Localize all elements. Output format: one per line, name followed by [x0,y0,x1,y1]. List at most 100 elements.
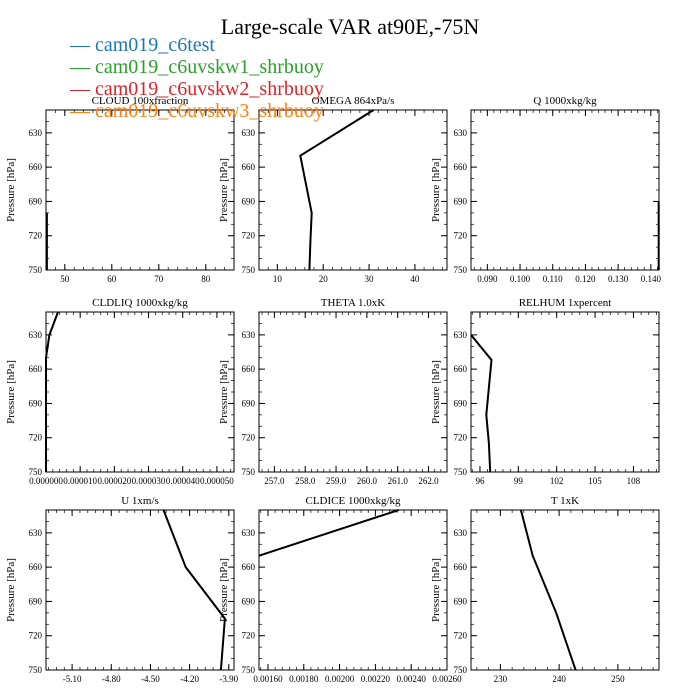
y-axis-label: Pressure [hPa] [5,158,17,222]
y-tick-label: 750 [242,665,256,675]
x-tick-label: 10 [273,274,283,284]
x-tick-label: 0.000000 [29,476,63,486]
y-tick-label: 750 [29,665,43,675]
y-axis-label: Pressure [hPa] [5,558,17,622]
y-tick-label: 660 [454,162,468,172]
y-tick-label: 660 [242,162,256,172]
x-tick-label: 258.0 [295,476,316,486]
x-tick-label: -3.90 [219,674,238,684]
x-tick-label: -4.50 [141,674,160,684]
panel-title: THETA 1.0xK [321,297,386,309]
x-tick-label: -4.80 [102,674,121,684]
y-axis-label: Pressure [hPa] [5,360,17,424]
y-axis-label: Pressure [hPa] [218,158,230,222]
y-tick-label: 690 [454,596,468,606]
y-tick-label: 720 [29,433,43,443]
y-tick-label: 750 [454,665,468,675]
y-tick-label: 660 [242,364,256,374]
legend: — cam019_c6test — cam019_c6uvskw1_shrbuo… [70,34,324,122]
panel-title: Q 1000xkg/kg [533,95,597,107]
plot-frame [45,109,235,271]
chart-panel: CLDLIQ 1000xkg/kg Pressure [hPa] 630 660 690… [5,297,235,486]
y-tick-label: 750 [242,467,256,477]
y-tick-label: 720 [242,231,256,241]
panel-title: CLDICE 1000xkg/kg [305,495,401,507]
plot-frame [45,311,235,473]
x-tick-label: 0.000020 [97,476,131,486]
legend-line-icon: — [70,78,95,100]
y-tick-label: 660 [454,364,468,374]
x-tick-label: 80 [201,274,211,284]
y-tick-label: 630 [454,330,468,340]
legend-label: cam019_c6test [95,34,215,56]
panel-title: CLOUD 100xfraction [92,95,189,107]
plot-frame [258,509,448,671]
legend-line-icon: — [70,34,95,56]
y-tick-label: 630 [454,128,468,138]
x-tick-label: 96 [475,476,485,486]
x-tick-label: 257.0 [264,476,285,486]
chart-panel: OMEGA 864xPa/s Pressure [hPa] 630 660 690 720… [218,95,448,284]
x-tick-label: 0.130 [608,274,629,284]
y-tick-label: 660 [454,562,468,572]
legend-item: — cam019_c6uvskw2_shrbuoy [70,78,324,100]
panel-title: RELHUM 1xpercent [519,297,612,309]
x-tick-label: 0.000030 [132,476,166,486]
x-tick-label: 0.00260 [432,674,462,684]
x-tick-label: 0.00200 [325,674,355,684]
y-tick-label: 690 [29,596,43,606]
panel-title: T 1xK [551,495,579,507]
y-tick-label: 690 [242,596,256,606]
panel-title: OMEGA 864xPa/s [312,95,395,107]
x-tick-label: 102 [550,476,564,486]
plot-frame [45,509,235,671]
y-tick-label: 630 [29,128,43,138]
series-line [470,334,493,473]
plot-frame [470,109,660,271]
chart-panel: THETA 1.0xK Pressure [hPa] 630 660 690 720 750… [218,297,448,486]
series-line [299,109,375,271]
y-tick-label: 690 [242,398,256,408]
y-tick-label: 660 [29,562,43,572]
y-tick-label: 690 [242,196,256,206]
legend-item: — cam019_c6uvskw3_shrbuoy [70,100,324,122]
x-tick-label: 0.120 [575,274,596,284]
x-tick-label: 260.0 [357,476,378,486]
y-tick-label: 750 [454,265,468,275]
legend-line-icon: — [70,100,95,122]
legend-label: cam019_c6uvskw1_shrbuoy [95,56,324,78]
y-tick-label: 660 [29,364,43,374]
x-tick-label: 30 [365,274,375,284]
x-tick-label: 70 [154,274,164,284]
x-tick-label: 0.00180 [289,674,319,684]
y-tick-label: 690 [29,398,43,408]
y-tick-label: 690 [29,196,43,206]
x-tick-label: 99 [514,476,524,486]
x-tick-label: 0.140 [641,274,662,284]
chart-panel: Q 1000xkg/kg Pressure [hPa] 630 660 690 720 75… [430,95,661,284]
series-line [45,311,59,472]
y-tick-label: 630 [242,528,256,538]
legend-label: cam019_c6uvskw3_shrbuoy [95,100,324,122]
x-tick-label: 0.00240 [397,674,427,684]
y-tick-label: 630 [242,330,256,340]
x-tick-label: 0.100 [510,274,531,284]
legend-item: — cam019_c6test [70,34,324,56]
legend-label: cam019_c6uvskw2_shrbuoy [95,78,324,100]
y-tick-label: 720 [454,231,468,241]
x-tick-label: 0.00160 [253,674,283,684]
x-tick-label: 0.000050 [200,476,234,486]
x-tick-label: 60 [107,274,117,284]
y-axis-label: Pressure [hPa] [430,558,442,622]
x-tick-label: 0.00220 [361,674,391,684]
y-tick-label: 660 [29,162,43,172]
series-line [258,509,400,557]
y-tick-label: 630 [454,528,468,538]
y-axis-label: Pressure [hPa] [218,360,230,424]
y-tick-label: 720 [29,231,43,241]
x-tick-label: 105 [588,476,602,486]
plot-frame [470,509,660,671]
x-tick-label: -4.20 [180,674,199,684]
panel-title: CLDLIQ 1000xkg/kg [92,297,188,309]
